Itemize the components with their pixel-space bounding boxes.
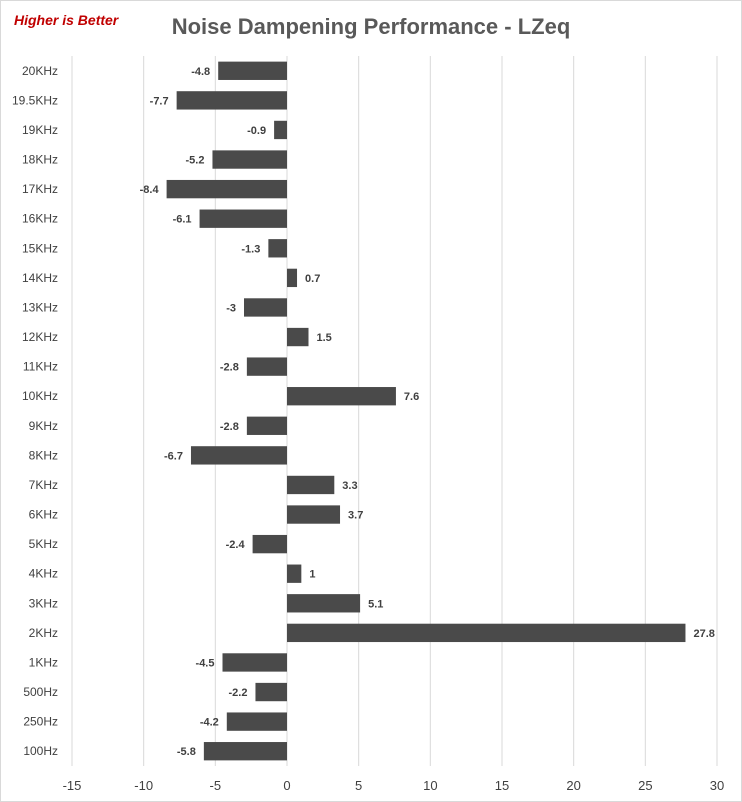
bar: [252, 534, 287, 554]
category-label: 12KHz: [22, 330, 58, 344]
category-label: 19.5KHz: [12, 93, 58, 107]
x-tick-label: 25: [638, 778, 652, 793]
data-label: -4.8: [191, 66, 210, 78]
data-label: 5.1: [368, 598, 383, 610]
category-label: 19KHz: [22, 123, 58, 137]
bar: [246, 357, 287, 376]
x-tick-label: 0: [283, 778, 290, 793]
data-label: 3.7: [348, 510, 363, 522]
data-label: 3.3: [342, 480, 357, 492]
bar: [287, 505, 341, 524]
category-label: 4KHz: [29, 567, 58, 581]
data-label: -5.2: [185, 155, 204, 167]
bar: [287, 594, 361, 613]
bar: [212, 150, 287, 169]
category-label: 10KHz: [22, 389, 58, 403]
category-label: 500Hz: [23, 685, 58, 699]
category-label: 3KHz: [29, 596, 58, 610]
bar: [218, 61, 287, 80]
bar: [190, 446, 287, 465]
category-label: 20KHz: [22, 64, 58, 78]
data-label: -6.7: [164, 450, 183, 462]
data-label: -2.8: [220, 362, 239, 374]
category-label: 250Hz: [23, 715, 58, 729]
category-label: 8KHz: [29, 448, 58, 462]
bar: [176, 91, 287, 110]
x-tick-label: -5: [210, 778, 222, 793]
bar: [226, 712, 287, 731]
data-label: -5.8: [177, 746, 196, 758]
category-label: 18KHz: [22, 153, 58, 167]
category-label: 9KHz: [29, 419, 58, 433]
data-label: 1: [309, 569, 315, 581]
x-tick-label: -15: [63, 778, 82, 793]
category-label: 100Hz: [23, 744, 58, 758]
chart-title: Noise Dampening Performance - LZeq: [171, 14, 571, 39]
data-label: -0.9: [247, 125, 266, 137]
x-tick-label: 30: [710, 778, 724, 793]
data-label: -3: [226, 302, 236, 314]
bar: [203, 742, 287, 761]
bar: [244, 298, 287, 317]
data-label: -2.2: [228, 687, 247, 699]
data-label: 1.5: [317, 332, 332, 344]
x-tick-labels: -15 -10 -5 0 5 10 15 20 25 30: [63, 778, 725, 793]
x-tick-label: 10: [423, 778, 437, 793]
bar: [287, 387, 396, 406]
bar: [255, 682, 287, 702]
bar: [287, 623, 686, 643]
bar: [199, 209, 287, 228]
data-label: 0.7: [305, 273, 320, 285]
category-label: 16KHz: [22, 212, 58, 226]
higher-is-better-note: Higher is Better: [14, 12, 119, 28]
x-tick-label: 20: [566, 778, 580, 793]
data-label: -8.4: [140, 184, 160, 196]
data-label: -6.1: [173, 214, 192, 226]
bar: [268, 239, 287, 258]
bar: [287, 268, 298, 288]
category-labels: 20KHz 19.5KHz 19KHz 18KHz 17KHz 16KHz 15KHz 14K…: [12, 64, 58, 758]
data-label: -2.4: [226, 539, 246, 551]
gridlines: [71, 56, 718, 766]
x-tick-label: -10: [134, 778, 153, 793]
bar: [274, 120, 287, 140]
category-label: 13KHz: [22, 300, 58, 314]
category-label: 1KHz: [29, 655, 58, 669]
category-label: 7KHz: [29, 478, 58, 492]
bar: [287, 564, 302, 583]
data-label: -7.7: [150, 95, 169, 107]
bars: [166, 61, 686, 761]
data-labels: -4.8 -7.7 -0.9 -5.2 -8.4 -6.1 -1.3 0.7 -3 1.5 -2.8…: [140, 66, 715, 758]
category-label: 15KHz: [22, 241, 58, 255]
data-label: -2.8: [220, 421, 239, 433]
category-label: 6KHz: [29, 508, 58, 522]
x-tick-label: 15: [495, 778, 509, 793]
category-label: 14KHz: [22, 271, 58, 285]
data-label: -1.3: [241, 243, 260, 255]
bar: [166, 179, 287, 199]
bar: [222, 653, 287, 672]
data-label: -4.5: [196, 657, 215, 669]
bar: [287, 327, 309, 347]
data-label: 7.6: [404, 391, 419, 403]
x-tick-label: 5: [355, 778, 362, 793]
bar: [287, 475, 335, 495]
bar: [246, 416, 287, 435]
category-label: 2KHz: [29, 626, 58, 640]
data-label: 27.8: [693, 628, 714, 640]
category-label: 5KHz: [29, 537, 58, 551]
data-label: -4.2: [200, 717, 219, 729]
category-label: 17KHz: [22, 182, 58, 196]
category-label: 11KHz: [23, 360, 58, 374]
